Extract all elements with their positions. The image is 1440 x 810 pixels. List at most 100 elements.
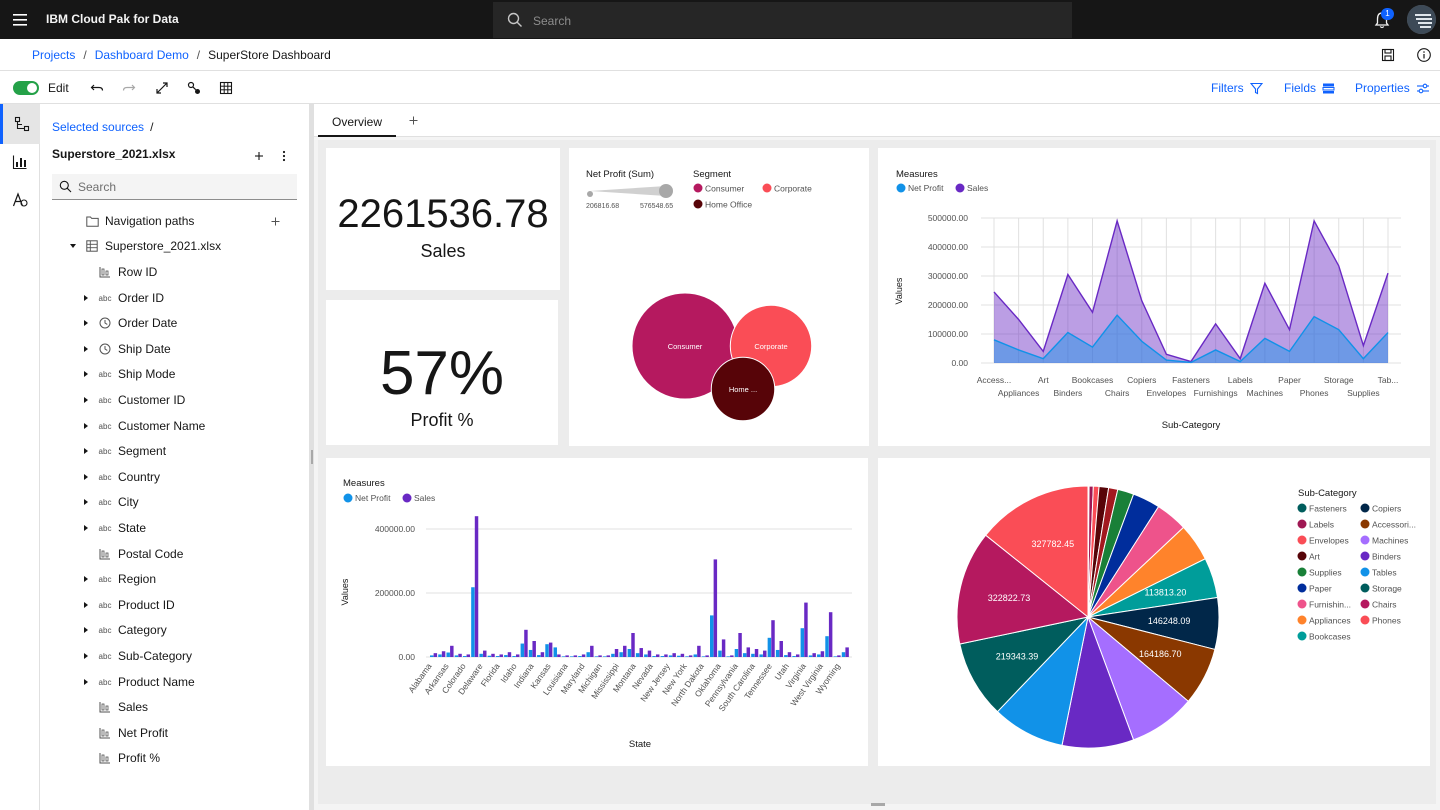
bar-net-profit — [430, 655, 434, 657]
bar-sales — [754, 649, 759, 657]
field-row-ship-mode[interactable]: abc Ship Mode — [40, 363, 309, 385]
segment-bubble-chart-card[interactable]: Net Profit (Sum) 206816.68 576548.65 Segmen… — [569, 148, 869, 446]
bar-net-profit — [710, 615, 714, 657]
bar-sales — [812, 653, 816, 657]
hamburger-menu-button[interactable] — [0, 0, 39, 39]
field-row-region[interactable]: abc Region — [40, 568, 309, 590]
save-icon[interactable] — [1381, 48, 1395, 62]
subcategory-pie-chart-card[interactable]: 113813.20 146248.09 164186.70 219343.39 3228… — [878, 458, 1430, 766]
source-search-input[interactable] — [78, 178, 288, 196]
field-row-order-date[interactable]: Order Date — [40, 312, 309, 334]
field-row-order-id[interactable]: abc Order ID — [40, 287, 309, 309]
pie-legend-label-furnishin: Furnishin... — [1309, 600, 1351, 610]
profit-kpi-card[interactable]: 57% Profit % — [326, 300, 558, 445]
bar-sales — [458, 653, 462, 657]
bar-net-profit — [792, 656, 796, 657]
bubble-label-consumer: Consumer — [668, 342, 703, 351]
bar-net-profit — [594, 656, 599, 657]
field-row-ship-date[interactable]: Ship Date — [40, 338, 309, 360]
field-row-state[interactable]: abc State — [40, 517, 309, 539]
global-search-input[interactable] — [533, 11, 1053, 31]
filter-icon — [1249, 82, 1263, 94]
fullscreen-button[interactable] — [153, 79, 171, 97]
profit-kpi-label: Profit % — [410, 410, 474, 430]
source-search[interactable] — [52, 174, 297, 200]
navigation-paths-row[interactable]: Navigation paths — [40, 210, 309, 232]
bar-legend-swatch-sales — [402, 493, 412, 503]
source-table-row[interactable]: Superstore_2021.xlsx — [40, 235, 309, 257]
add-navigation-path-icon[interactable] — [271, 214, 280, 229]
navigation-paths-label: Navigation paths — [105, 214, 195, 228]
fields-button[interactable]: Fields — [1284, 81, 1335, 95]
profit-kpi-value: 57% — [379, 339, 505, 408]
bar-sales — [664, 654, 668, 657]
pie-legend-swatch-chairs — [1360, 599, 1370, 609]
bar-chart-icon — [12, 155, 27, 170]
field-row-country[interactable]: abc Country — [40, 466, 309, 488]
field-row-sub-category[interactable]: abc Sub-Category — [40, 645, 309, 667]
breadcrumb-dashboard-demo[interactable]: Dashboard Demo — [94, 48, 189, 62]
rail-sources-button[interactable] — [0, 104, 40, 144]
field-row-postal-code[interactable]: Postal Code — [40, 543, 309, 565]
field-row-customer-name[interactable]: abc Customer Name — [40, 415, 309, 437]
rail-assistant-button[interactable] — [0, 180, 40, 220]
field-row-category[interactable]: abc Category — [40, 619, 309, 641]
bar-net-profit — [479, 653, 483, 657]
bar-net-profit — [726, 656, 730, 657]
redo-button[interactable] — [120, 79, 138, 97]
area-y-tick-label: 200000.00 — [928, 300, 968, 310]
bar-sales — [672, 653, 676, 657]
info-icon[interactable] — [1416, 47, 1432, 63]
field-label: Region — [118, 572, 157, 586]
bar-net-profit — [817, 654, 821, 657]
field-row-product-name[interactable]: abc Product Name — [40, 671, 309, 693]
undo-button[interactable] — [88, 79, 106, 97]
bar-net-profit — [438, 654, 442, 657]
field-row-customer-id[interactable]: abc Customer ID — [40, 389, 309, 411]
state-bar-chart-card[interactable]: Measures Net Profit Sales 0.00 200000.00 4000… — [326, 458, 868, 766]
field-label: Sub-Category — [118, 649, 193, 663]
bar-net-profit — [619, 652, 623, 657]
pie-legend-swatch-copiers — [1360, 503, 1370, 513]
bar-sales — [483, 650, 487, 657]
field-label: Customer ID — [118, 393, 186, 407]
breadcrumb: Projects / Dashboard Demo / SuperStore D… — [32, 48, 331, 62]
panel-resize-handle[interactable] — [311, 450, 313, 464]
add-source-icon[interactable] — [254, 151, 264, 161]
field-row-segment[interactable]: abc Segment — [40, 440, 309, 462]
area-y-tick-label: 300000.00 — [928, 271, 968, 281]
pie-legend-swatch-supplies — [1297, 567, 1307, 577]
edit-toggle[interactable] — [13, 81, 39, 95]
canvas-resize-handle[interactable] — [871, 803, 885, 806]
bar-y-tick-label: 400000.00 — [375, 524, 415, 534]
table-icon — [219, 81, 233, 95]
clock-icon — [98, 316, 112, 330]
field-row-product-id[interactable]: abc Product ID — [40, 594, 309, 616]
field-row-sales[interactable]: Sales — [40, 696, 309, 718]
data-grid-button[interactable] — [217, 79, 235, 97]
tab-overview[interactable]: Overview — [318, 108, 396, 137]
bar-net-profit — [578, 656, 582, 657]
breadcrumb-projects[interactable]: Projects — [32, 48, 76, 62]
properties-button[interactable]: Properties — [1355, 81, 1430, 95]
sales-kpi-card[interactable]: 2261536.78 Sales — [326, 148, 560, 290]
field-row-row-id[interactable]: Row ID — [40, 261, 309, 283]
global-search[interactable] — [493, 2, 1072, 38]
relationships-button[interactable] — [185, 79, 203, 97]
chevron-right-icon — [82, 396, 90, 404]
selected-sources-link[interactable]: Selected sources / — [52, 120, 153, 134]
rail-visualizations-button[interactable] — [0, 142, 40, 182]
text-field-icon: abc — [98, 574, 112, 584]
bar-legend-title: Measures — [343, 478, 385, 489]
filters-button[interactable]: Filters — [1211, 81, 1263, 95]
source-overflow-menu-icon[interactable] — [282, 150, 286, 162]
field-row-net-profit[interactable]: Net Profit — [40, 722, 309, 744]
field-label: Postal Code — [118, 547, 184, 561]
field-row-profit[interactable]: Profit % — [40, 747, 309, 769]
user-avatar[interactable] — [1407, 5, 1436, 34]
dashboard-tabs: Overview — [314, 104, 1440, 137]
folder-icon — [85, 214, 99, 228]
subcategory-area-chart-card[interactable]: Measures Net Profit Sales 0.00 100000.00 2000… — [878, 148, 1430, 446]
field-row-city[interactable]: abc City — [40, 491, 309, 513]
add-tab-icon[interactable] — [409, 116, 418, 125]
